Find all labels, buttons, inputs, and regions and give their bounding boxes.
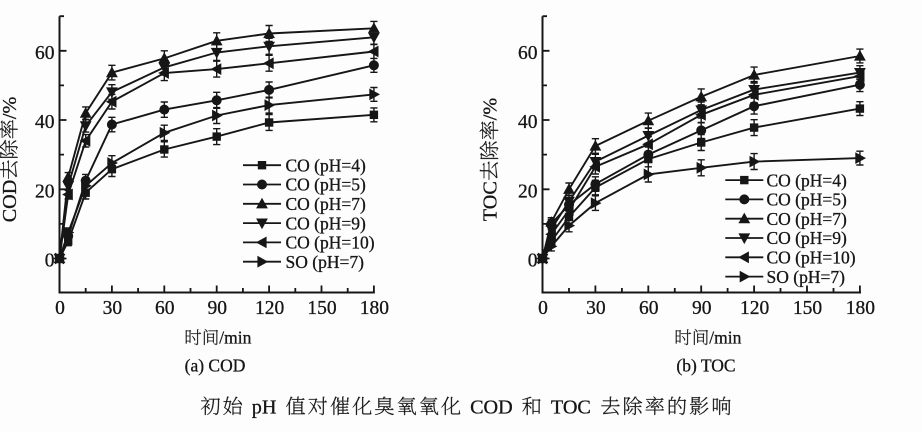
svg-text:CO (pH=10): CO (pH=10)	[286, 233, 375, 253]
svg-text:150: 150	[307, 298, 336, 319]
svg-text:60: 60	[639, 298, 659, 319]
svg-text:/min: /min	[219, 328, 251, 348]
svg-text:/min: /min	[709, 328, 741, 348]
svg-text:0: 0	[538, 298, 548, 319]
svg-text:40: 40	[35, 112, 55, 133]
svg-text:pH: pH	[252, 397, 277, 419]
svg-text:20: 20	[518, 181, 538, 202]
svg-text:120: 120	[740, 298, 769, 319]
svg-text:/%: /%	[0, 96, 21, 119]
svg-text:30: 30	[586, 298, 606, 319]
svg-text:TOC: TOC	[480, 181, 502, 221]
svg-text:150: 150	[793, 298, 822, 319]
svg-text:0: 0	[55, 298, 65, 319]
svg-text:60: 60	[518, 43, 538, 64]
svg-text:TOC: TOC	[551, 397, 591, 419]
svg-text:CO (pH=9): CO (pH=9)	[286, 213, 367, 233]
svg-text:90: 90	[692, 298, 712, 319]
svg-text:60: 60	[155, 298, 175, 319]
svg-text:30: 30	[103, 298, 123, 319]
svg-text:40: 40	[518, 112, 538, 133]
svg-text:CO (pH=4): CO (pH=4)	[286, 155, 367, 175]
svg-text:180: 180	[360, 298, 389, 319]
svg-text:180: 180	[846, 298, 875, 319]
svg-text:COD: COD	[470, 397, 513, 419]
svg-text:CO (pH=5): CO (pH=5)	[767, 190, 848, 210]
svg-text:0: 0	[45, 251, 55, 272]
svg-text:CO (pH=7): CO (pH=7)	[286, 194, 367, 214]
svg-text:20: 20	[35, 181, 55, 202]
svg-text:CO (pH=10): CO (pH=10)	[767, 248, 856, 268]
svg-text:90: 90	[207, 298, 227, 319]
svg-text:CO (pH=4): CO (pH=4)	[767, 170, 848, 190]
svg-text:(a) COD: (a) COD	[185, 355, 246, 375]
svg-text:CO (pH=5): CO (pH=5)	[286, 175, 367, 195]
svg-text:SO (pH=7): SO (pH=7)	[767, 267, 846, 287]
svg-text:CO (pH=7): CO (pH=7)	[767, 209, 848, 229]
svg-text:(b) TOC: (b) TOC	[676, 355, 735, 375]
svg-text:COD: COD	[0, 180, 21, 223]
svg-text:CO (pH=9): CO (pH=9)	[767, 228, 848, 248]
svg-text:SO (pH=7): SO (pH=7)	[286, 252, 365, 272]
svg-text:/%: /%	[480, 98, 502, 121]
svg-text:60: 60	[35, 43, 55, 64]
svg-text:0: 0	[528, 251, 538, 272]
svg-text:120: 120	[255, 298, 284, 319]
